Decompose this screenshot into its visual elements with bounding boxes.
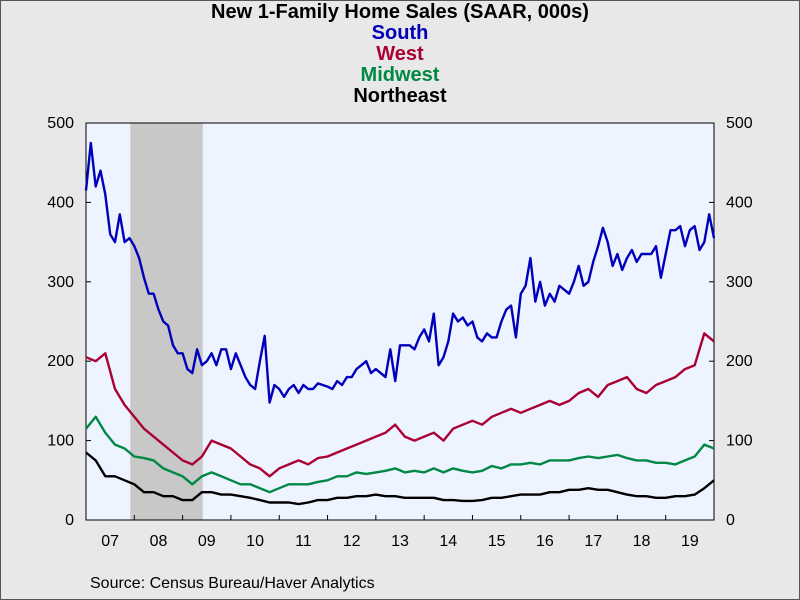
source-note: Source: Census Bureau/Haver Analytics: [90, 575, 375, 592]
series-line-midwest: [85, 415, 715, 494]
plot-border: [85, 122, 715, 521]
x-tick-label: 09: [198, 533, 216, 550]
y-tick-label-right: 500: [726, 115, 753, 132]
x-tick-label: 10: [246, 533, 264, 550]
y-tick-label-right: 0: [726, 512, 735, 529]
y-tick-label-left: 300: [47, 274, 74, 291]
y-tick-label-left: 200: [47, 353, 74, 370]
x-tick-label: 16: [536, 533, 554, 550]
recession-shading: [130, 123, 203, 520]
x-tick-label: 15: [488, 533, 506, 550]
x-tick-label: 08: [150, 533, 168, 550]
legend-midwest: Midwest: [360, 64, 440, 86]
x-tick-label: 17: [584, 533, 602, 550]
series-line-west: [85, 332, 715, 478]
y-tick-label-left: 0: [65, 512, 74, 529]
x-tick-label: 14: [439, 533, 457, 550]
x-tick-label: 07: [101, 533, 119, 550]
y-tick-label-right: 300: [726, 274, 753, 291]
chart-titles: New 1-Family Home Sales (SAAR, 000s) Sou…: [0, 2, 800, 107]
y-tick-label-right: 100: [726, 433, 753, 450]
y-tick-label-left: 400: [47, 194, 74, 211]
legend-south: South: [371, 22, 429, 44]
x-tick-label: 18: [633, 533, 651, 550]
y-tick-label-right: 400: [726, 194, 753, 211]
x-tick-label: 13: [391, 533, 409, 550]
series-line-0: [84, 141, 716, 404]
y-tick-label-left: 500: [47, 115, 74, 132]
y-tick-label-left: 100: [47, 433, 74, 450]
x-tick-label: 19: [681, 533, 699, 550]
chart-title: New 1-Family Home Sales (SAAR, 000s): [211, 1, 589, 23]
legend-west: West: [376, 43, 424, 65]
x-tick-label: 12: [343, 533, 361, 550]
x-tick-label: 11: [295, 533, 312, 550]
series-line-northeast: [85, 451, 715, 506]
y-tick-label-right: 200: [726, 353, 753, 370]
legend-northeast: Northeast: [353, 85, 447, 107]
